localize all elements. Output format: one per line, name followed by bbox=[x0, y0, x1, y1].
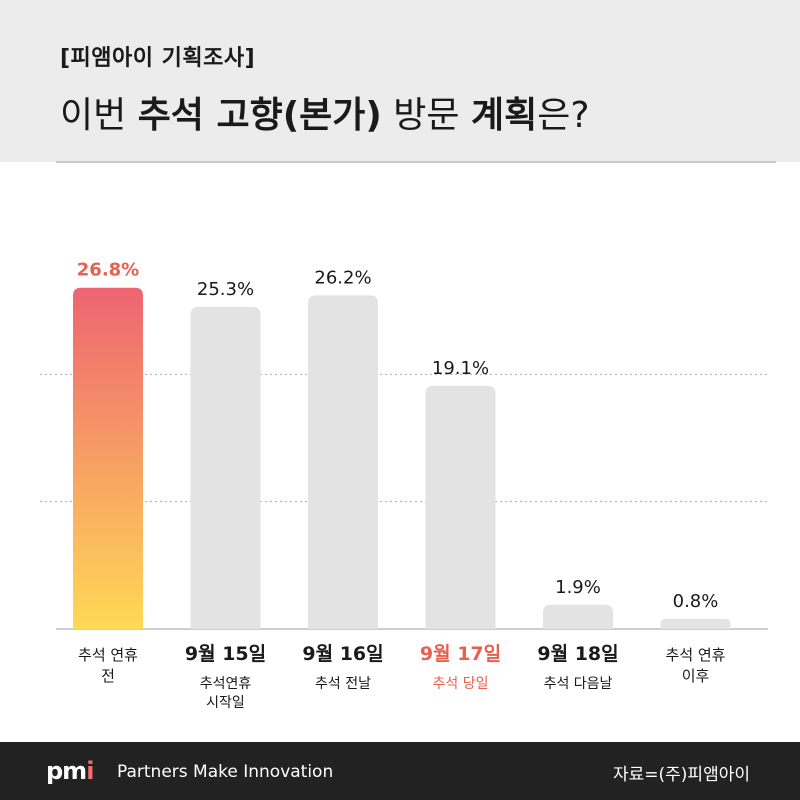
category-sublabel-line: 추석연휴 bbox=[200, 676, 252, 692]
title-part: 은? bbox=[537, 95, 590, 136]
header-band bbox=[0, 0, 800, 162]
data-source: 자료=(주)피앰아이 bbox=[613, 765, 750, 785]
category-sublabel: 추석 다음날 bbox=[544, 676, 613, 692]
category-label: 9월 16일 bbox=[302, 643, 383, 665]
category-label: 추석 연휴 bbox=[666, 646, 726, 664]
category-sublabel: 이후 bbox=[682, 667, 710, 685]
category-sublabel-line: 추석 다음날 bbox=[544, 676, 613, 692]
category-label: 추석 연휴 bbox=[78, 646, 138, 664]
category-sublabel-line: 전 bbox=[101, 667, 115, 685]
category-sublabel-line: 시작일 bbox=[206, 695, 245, 711]
category-sublabel: 추석 당일 bbox=[433, 676, 489, 692]
bar bbox=[73, 287, 143, 629]
category-label: 9월 18일 bbox=[537, 643, 618, 665]
category-sublabel-line: 추석 전날 bbox=[315, 676, 371, 692]
gridlines bbox=[40, 373, 770, 630]
pmi-logo: pmi bbox=[46, 757, 94, 785]
company-tagline: Partners Make Innovation bbox=[117, 762, 334, 782]
value-label: 0.8% bbox=[673, 591, 719, 612]
title-part: 계획 bbox=[471, 95, 538, 136]
value-label: 26.2% bbox=[314, 267, 371, 288]
footer-bar: pmi Partners Make Innovation 자료=(주)피앰아이 bbox=[0, 742, 800, 800]
title-part: 추석 고향(본가) bbox=[137, 95, 382, 136]
category-label: 9월 15일 bbox=[185, 643, 266, 665]
category-label: 9월 17일 bbox=[420, 643, 501, 665]
title-part: 이번 bbox=[60, 95, 138, 136]
bar bbox=[543, 604, 613, 629]
survey-subtitle: [피앰아이 기획조사] bbox=[60, 46, 256, 71]
header-divider bbox=[56, 161, 776, 163]
bar bbox=[190, 306, 261, 629]
bar bbox=[660, 618, 731, 629]
bar bbox=[308, 295, 378, 629]
value-label: 26.8% bbox=[77, 260, 139, 281]
bar bbox=[425, 385, 496, 629]
category-sublabel: 추석 전날 bbox=[315, 676, 371, 692]
category-sublabel-line: 추석 당일 bbox=[433, 676, 489, 692]
value-label: 25.3% bbox=[197, 279, 254, 300]
title-part: 방문 bbox=[381, 95, 471, 136]
value-label: 19.1% bbox=[432, 358, 489, 379]
value-label: 1.9% bbox=[555, 577, 601, 598]
chart-title: 이번 추석 고향(본가) 방문 계획은? bbox=[60, 86, 589, 138]
bars bbox=[73, 287, 731, 629]
category-sublabel: 전 bbox=[101, 667, 115, 685]
category-sublabel-line: 이후 bbox=[682, 667, 710, 685]
